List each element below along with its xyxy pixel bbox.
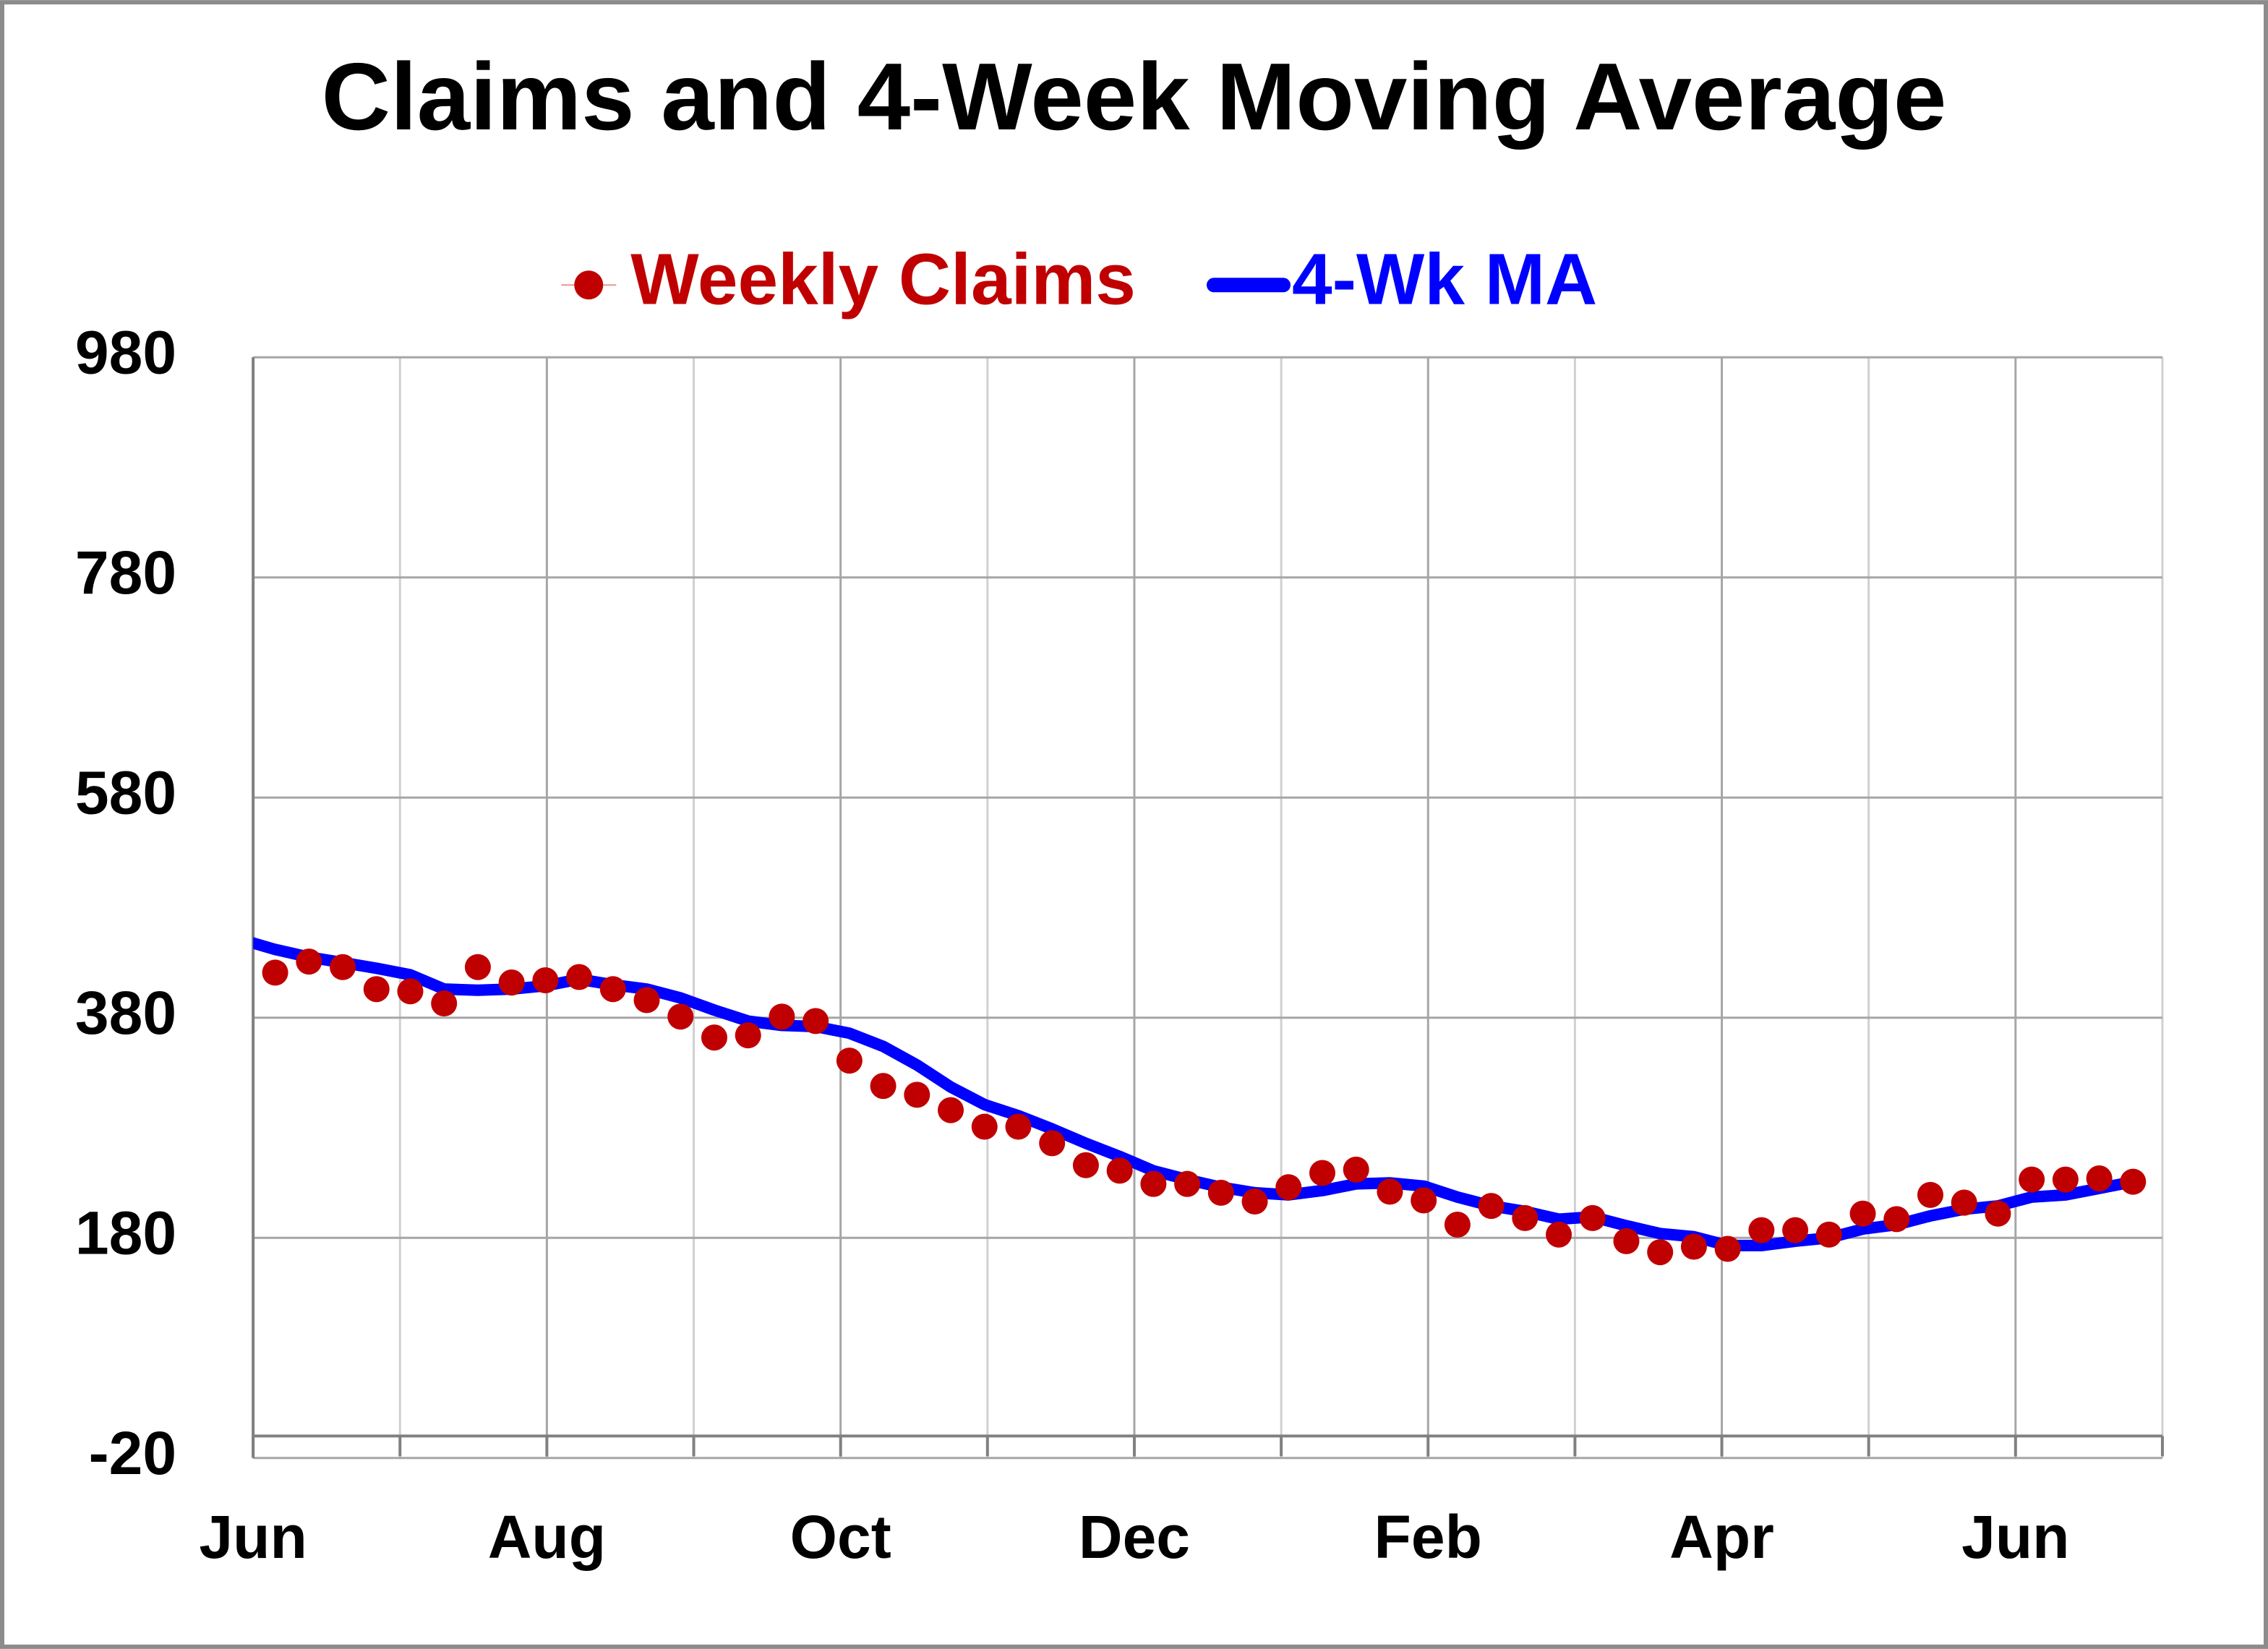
x-tick-label: Oct — [790, 1503, 891, 1571]
claims-dot — [1883, 1206, 1910, 1233]
x-tick-label: Aug — [488, 1503, 606, 1571]
claims-dot — [1106, 1157, 1133, 1184]
claims-dot — [566, 964, 593, 990]
claims-dot — [1849, 1200, 1876, 1227]
claims-dot — [1241, 1188, 1268, 1215]
claims-dot — [938, 1097, 964, 1123]
claims-dot — [1714, 1235, 1741, 1262]
x-tick-label: Dec — [1079, 1503, 1190, 1571]
plot-clip-group — [253, 937, 2147, 1266]
claims-dot — [330, 954, 356, 980]
claims-dot — [2019, 1166, 2045, 1193]
claims-dot — [1815, 1221, 1842, 1248]
legend-label: Weekly Claims — [630, 239, 1136, 320]
chart-title: Claims and 4-Week Moving Average — [322, 43, 1947, 150]
claims-dot — [1275, 1174, 1302, 1201]
claims-dot — [1546, 1221, 1572, 1248]
x-tick-label: Apr — [1669, 1503, 1774, 1571]
y-tick-label: 980 — [75, 318, 176, 386]
claims-dot — [1680, 1233, 1707, 1260]
claims-dot — [1174, 1170, 1201, 1197]
claims-dot — [701, 1024, 727, 1051]
claims-dot — [735, 1022, 761, 1049]
claims-dot — [363, 976, 390, 1003]
claims-dot — [397, 978, 424, 1005]
claims-dot — [1444, 1212, 1471, 1238]
claims-dot — [904, 1082, 930, 1108]
claims-dot — [1782, 1217, 1809, 1243]
claims-dot — [1579, 1204, 1606, 1231]
claims-dot — [1748, 1217, 1775, 1243]
claims-dot — [803, 1008, 829, 1035]
legend-swatch — [574, 270, 604, 300]
claims-dot — [1072, 1152, 1099, 1178]
legend-label: 4-Wk MA — [1292, 239, 1597, 320]
claims-dot — [971, 1113, 998, 1140]
claims-dot — [769, 1003, 795, 1030]
y-tick-label: 180 — [75, 1199, 176, 1267]
claims-dot — [1917, 1181, 1943, 1208]
claims-dot — [1411, 1187, 1437, 1214]
plot-area — [253, 357, 2162, 1458]
claims-dot — [532, 967, 559, 994]
claims-dot — [296, 948, 322, 975]
y-tick-label: -20 — [89, 1419, 176, 1487]
y-tick-label: 780 — [75, 539, 176, 607]
claims-dot — [1613, 1228, 1640, 1254]
claims-dot — [2120, 1168, 2147, 1195]
claims-dot — [498, 969, 525, 996]
claims-dot — [1343, 1156, 1369, 1183]
claims-dot — [1039, 1130, 1066, 1157]
x-tick-label: Feb — [1374, 1503, 1482, 1571]
claims-dot — [1951, 1189, 1977, 1216]
claims-dot — [599, 976, 626, 1003]
claims-dot — [836, 1048, 863, 1074]
claims-dot — [1207, 1179, 1234, 1206]
claims-dot — [633, 987, 660, 1014]
claims-dot — [2086, 1165, 2113, 1192]
claims-dot — [2052, 1166, 2079, 1193]
claims-dot — [1377, 1178, 1403, 1205]
claims-dot — [1512, 1204, 1539, 1231]
y-tick-label: 580 — [75, 758, 176, 826]
claims-dot — [1478, 1193, 1505, 1220]
claims-dot — [262, 959, 288, 986]
claims-dot — [1309, 1160, 1335, 1186]
y-tick-label: 380 — [75, 979, 176, 1047]
x-tick-label: Jun — [1961, 1503, 2069, 1571]
claims-dot — [1647, 1239, 1674, 1266]
claims-dot — [1005, 1113, 1032, 1140]
claims-dot — [431, 990, 458, 1016]
claims-dot — [667, 1003, 694, 1030]
x-tick-label: Jun — [199, 1503, 307, 1571]
claims-dot — [870, 1073, 896, 1100]
claims-dot — [1140, 1170, 1167, 1197]
claims-dot — [464, 954, 491, 980]
claims-dot — [1985, 1200, 2011, 1227]
